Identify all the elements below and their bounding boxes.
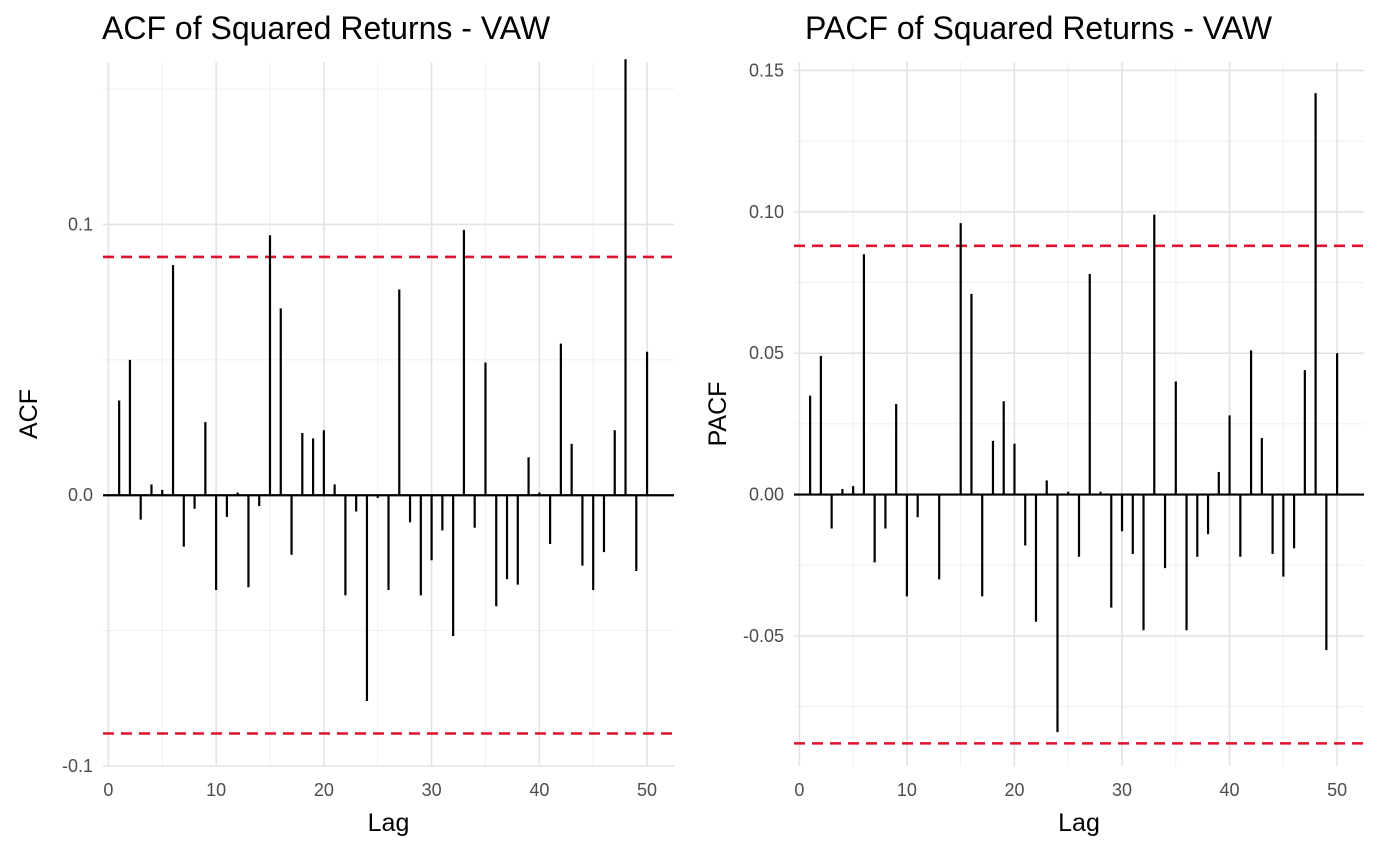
pacf-y-tick-label: 0.10: [749, 202, 784, 222]
acf-x-tick-label: 20: [314, 780, 334, 800]
pacf-y-tick-label: 0.15: [749, 60, 784, 80]
pacf-y-tick-label: -0.05: [743, 626, 784, 646]
pacf-y-tick-label: 0.05: [749, 343, 784, 363]
acf-x-tick-label: 40: [529, 780, 549, 800]
pacf-x-tick-label: 30: [1112, 780, 1132, 800]
acf-y-tick-label: 0.1: [68, 214, 93, 234]
pacf-x-axis-title: Lag: [1058, 809, 1100, 837]
acf-x-tick-label: 50: [637, 780, 657, 800]
pacf-x-tick-label: 50: [1327, 780, 1347, 800]
pacf-panel: PACF of Squared Returns - VAW 0 10 20 30 40 5…: [689, 0, 1378, 851]
pacf-x-tick-label: 20: [1004, 780, 1024, 800]
acf-x-axis-title: Lag: [368, 809, 410, 837]
acf-chart-title: ACF of Squared Returns - VAW: [102, 10, 551, 46]
pacf-x-tick-label: 40: [1220, 780, 1240, 800]
pacf-x-tick-label: 0: [794, 780, 804, 800]
acf-x-tick-label: 10: [206, 780, 226, 800]
acf-y-tick-label: -0.1: [62, 756, 93, 776]
acf-y-axis-title: ACF: [15, 389, 43, 439]
pacf-x-tick-label: 10: [897, 780, 917, 800]
pacf-chart: 0 10 20 30 40 50 -0.05 0.00 0.05 0.10 0.15 Lag PACF: [704, 60, 1364, 837]
acf-chart: 0 10 20 30 40 50 -0.1 0.0 0.1 Lag ACF: [15, 59, 674, 837]
pacf-y-axis-title: PACF: [704, 382, 732, 447]
acf-x-tick-label: 0: [103, 780, 113, 800]
pacf-y-tick-label: 0.00: [749, 485, 784, 505]
acf-y-tick-label: 0.0: [68, 485, 93, 505]
acf-x-tick-label: 30: [422, 780, 442, 800]
pacf-chart-title: PACF of Squared Returns - VAW: [805, 10, 1273, 46]
acf-panel: ACF of Squared Returns - VAW 0 10 20 30 40 50…: [15, 10, 674, 837]
